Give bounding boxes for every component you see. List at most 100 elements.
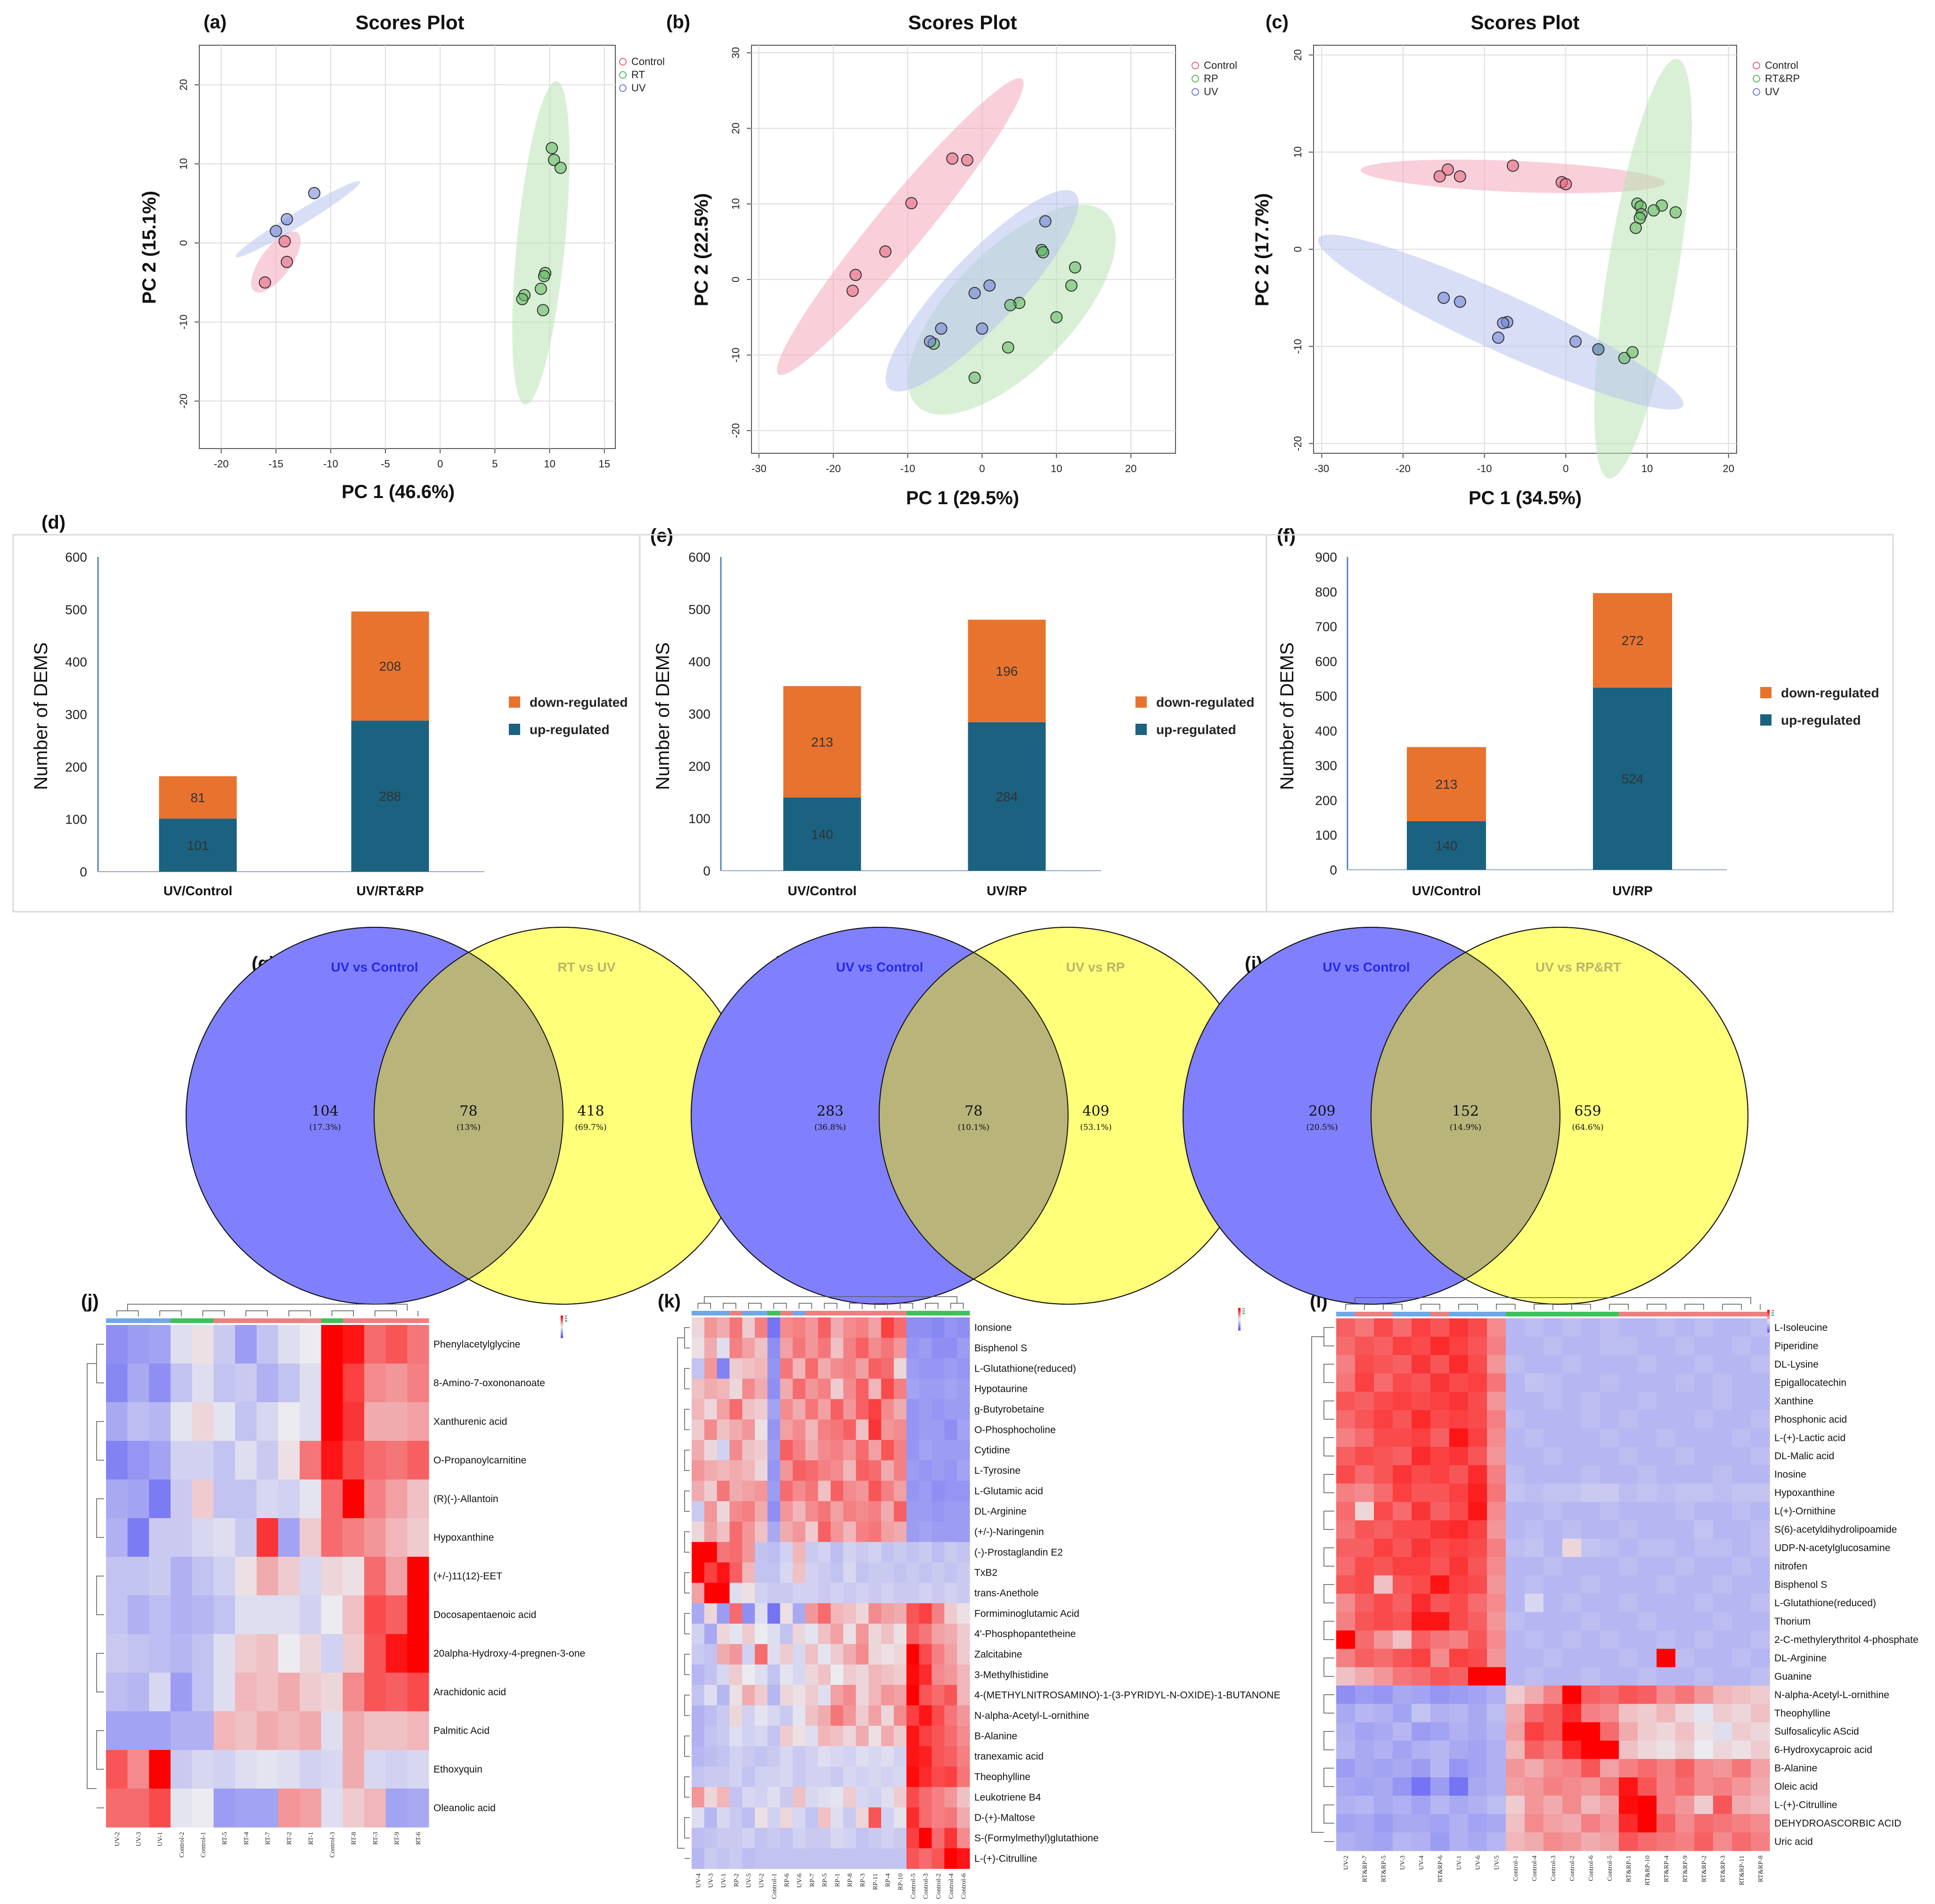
heatmap-cell: [1638, 1667, 1657, 1686]
heatmap-cell: [1412, 1832, 1431, 1851]
heatmap-cell: [149, 1595, 171, 1634]
category-label: UV/RP: [987, 883, 1027, 898]
heatmap-cell: [1562, 1446, 1582, 1466]
heatmap-cell: [931, 1419, 945, 1440]
x-axis-label: PC 1 (46.6%): [342, 482, 455, 502]
heatmap-cell: [856, 1848, 869, 1869]
heatmap-cell: [1732, 1667, 1751, 1686]
heatmap-cell: [1468, 1796, 1487, 1814]
heatmap-cell: [1525, 1722, 1544, 1741]
heatmap-cell: [235, 1557, 257, 1596]
heatmap-cell: [767, 1542, 781, 1563]
heatmap-cell: [1336, 1832, 1355, 1851]
heatmap-cell: [1449, 1759, 1469, 1778]
heatmap-cell: [149, 1325, 171, 1364]
heatmap-cell: [729, 1460, 743, 1481]
heatmap-cell: [742, 1521, 755, 1543]
heatmap-cell: [906, 1603, 920, 1624]
heatmap-cell: [919, 1338, 932, 1359]
heatmap-cell: [944, 1379, 957, 1399]
heatmap-cell: [881, 1521, 894, 1543]
heatmap-cell: [1355, 1465, 1374, 1484]
heatmap-cell: [717, 1787, 730, 1808]
heatmap-cell: [919, 1480, 932, 1502]
heatmap-cell: [407, 1518, 429, 1557]
y-tick-label: 10: [730, 198, 742, 210]
heatmap-row-label: Uric acid: [1774, 1837, 1813, 1847]
heatmap-cell: [278, 1479, 300, 1519]
legend-label: UV: [1204, 86, 1218, 98]
heatmap-cell: [881, 1317, 894, 1338]
heatmap-cell: [1393, 1777, 1412, 1796]
heatmap-column-label: RT-3: [372, 1832, 379, 1845]
venn-pct-left: (20.5%): [1306, 1123, 1338, 1132]
heatmap-cell: [704, 1358, 718, 1379]
heatmap-cell: [843, 1787, 857, 1808]
heatmap-cell: [1412, 1704, 1431, 1723]
heatmap-cell: [1336, 1777, 1355, 1796]
heatmap-cell: [1713, 1336, 1732, 1356]
heatmap-cell: [894, 1644, 907, 1665]
heatmap-cell: [1412, 1741, 1431, 1759]
heatmap-cell: [780, 1603, 793, 1624]
heatmap-cell: [235, 1711, 257, 1750]
heatmap-row-label: L-Glutamic acid: [974, 1486, 1043, 1496]
heatmap-cell: [1336, 1483, 1355, 1503]
heatmap-cell: [856, 1828, 869, 1849]
color-key-step: [561, 1327, 563, 1329]
heatmap-cell: [957, 1338, 970, 1359]
heatmap-cell: [1543, 1391, 1563, 1411]
heatmap-cell: [106, 1441, 128, 1480]
heatmap-cell: [1657, 1612, 1676, 1631]
heatmap-cell: [843, 1644, 857, 1665]
y-tick-label: 0: [703, 864, 710, 878]
heatmap-cell: [881, 1828, 894, 1849]
heatmap-cell: [1412, 1814, 1431, 1833]
heatmap-cell: [321, 1479, 343, 1519]
heatmap-row-label: Sulfosalicylic ASci​d: [1774, 1726, 1859, 1737]
column-dendrogram-branch: [1458, 1304, 1478, 1310]
heatmap-cell: [1487, 1465, 1506, 1484]
heatmap-cell: [792, 1787, 806, 1808]
heatmap-cell: [1751, 1428, 1770, 1447]
y-axis-label: Number of DEMS: [653, 642, 673, 790]
heatmap-cell: [1525, 1355, 1544, 1374]
heatmap-cell: [1487, 1704, 1506, 1723]
heatmap-cell: [805, 1725, 818, 1747]
heatmap-cell: [780, 1848, 793, 1869]
heatmap-cell: [1581, 1502, 1600, 1521]
heatmap-cell: [1713, 1520, 1732, 1539]
heatmap-cell: [1430, 1649, 1450, 1667]
heatmap-column-label: RT-7: [265, 1832, 272, 1845]
heatmap-cell: [149, 1750, 171, 1789]
heatmap-cell: [894, 1787, 907, 1808]
heatmap-column-label: RT&RP-1: [1625, 1855, 1633, 1882]
heatmap-cell: [780, 1358, 793, 1379]
heatmap-cell: [856, 1521, 869, 1543]
heatmap-cell: [831, 1644, 844, 1665]
heatmap-row-label: L(+)-Ornithine: [1774, 1506, 1836, 1517]
heatmap-cell: [767, 1399, 781, 1420]
heatmap-cell: [1713, 1428, 1732, 1447]
heatmap-cell: [1619, 1612, 1638, 1631]
heatmap-cell: [149, 1364, 171, 1403]
heatmap-cell: [1638, 1502, 1657, 1521]
heatmap-cell: [742, 1562, 755, 1583]
heatmap-cell: [1657, 1483, 1676, 1503]
heatmap-cell: [1675, 1796, 1695, 1814]
x-tick-label: -10: [900, 463, 915, 474]
heatmap-cell: [1657, 1630, 1676, 1649]
data-point-control: [1441, 163, 1454, 176]
group-annotation-bar: [742, 1311, 755, 1316]
heatmap-row-label: nitrofen: [1774, 1561, 1807, 1572]
heatmap-cell: [1732, 1796, 1751, 1814]
heatmap-cell: [881, 1705, 894, 1726]
heatmap-cell: [1581, 1630, 1600, 1649]
heatmap-cell: [780, 1725, 793, 1747]
heatmap-cell: [1732, 1722, 1751, 1741]
heatmap-cell: [1393, 1557, 1412, 1576]
heatmap-cell: [919, 1317, 932, 1338]
y-tick-label: 500: [65, 602, 87, 617]
heatmap-cell: [818, 1603, 831, 1624]
